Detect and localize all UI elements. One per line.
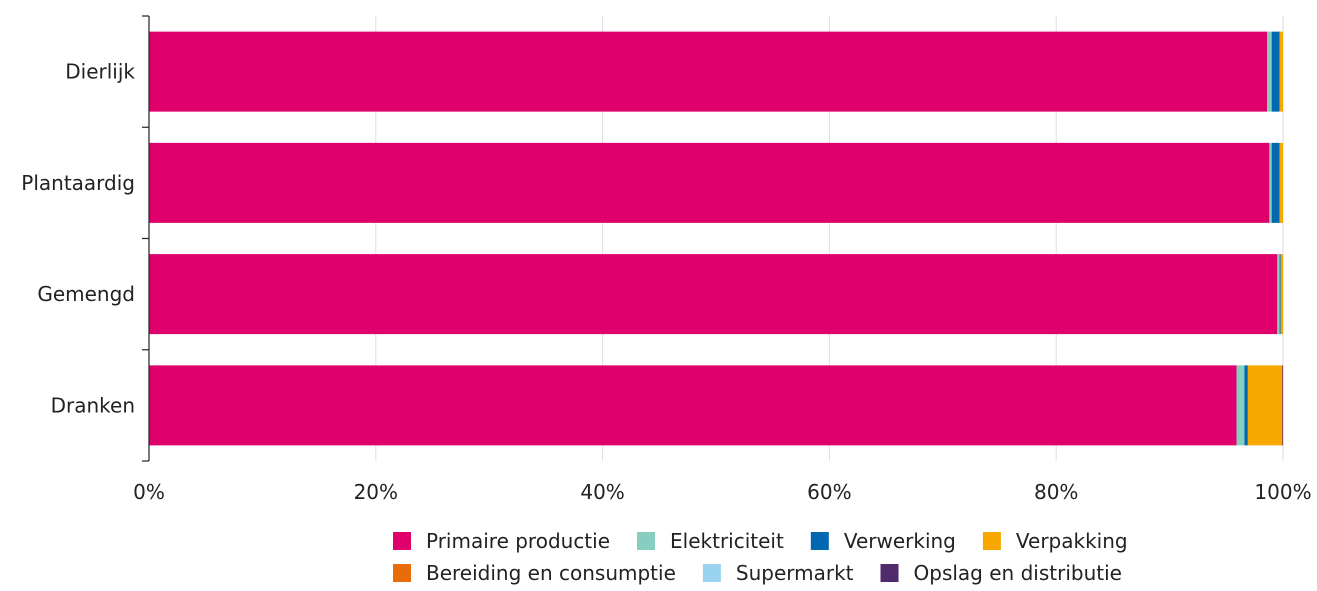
legend-label: Verwerking <box>844 529 956 553</box>
legend-swatch <box>637 532 656 550</box>
legend-label: Opslag en distributie <box>914 561 1122 585</box>
x-tick-label: 60% <box>807 480 851 504</box>
x-tick-label: 0% <box>133 480 165 504</box>
category-label: Dierlijk <box>65 60 135 84</box>
category-label: Dranken <box>51 393 135 417</box>
bar-segment <box>1280 254 1283 335</box>
legend-item: Opslag en distributie <box>880 561 1122 585</box>
legend-item: Verpakking <box>982 529 1128 553</box>
legend-item: Verwerking <box>810 529 956 553</box>
bar-segment <box>1279 142 1283 223</box>
legend-label: Verpakking <box>1016 529 1128 553</box>
x-tick-labels: 0% 20% 40% 60% 80% 100% <box>133 480 1311 504</box>
bar-segment <box>1277 254 1280 335</box>
legend-label: Primaire productie <box>426 529 610 553</box>
bar-segment <box>1269 142 1272 223</box>
x-tick-label: 20% <box>354 480 398 504</box>
legend: Primaire productie Elektriciteit Verwerkin… <box>393 529 1128 585</box>
axes <box>142 15 150 462</box>
bar-segment <box>1271 142 1280 223</box>
bar-segment <box>1267 31 1272 112</box>
x-tick-label: 40% <box>580 480 624 504</box>
bar-segment <box>1282 365 1284 446</box>
bar-segment <box>1281 365 1283 446</box>
x-tick-label: 80% <box>1034 480 1078 504</box>
bar-segment <box>1236 365 1245 446</box>
bar-segment <box>149 254 1278 335</box>
legend-label: Elektriciteit <box>670 529 784 553</box>
legend-item: Supermarkt <box>702 561 854 585</box>
bar-segment <box>1279 254 1281 335</box>
bar-segment <box>149 31 1268 112</box>
legend-swatch <box>702 564 721 582</box>
legend-swatch <box>880 564 899 582</box>
bar-segment <box>149 365 1237 446</box>
legend-label: Supermarkt <box>736 561 854 585</box>
bar-segment <box>149 142 1270 223</box>
bars <box>149 31 1284 446</box>
legend-swatch <box>810 532 829 550</box>
bar-segment <box>1247 365 1282 446</box>
legend-label: Bereiding en consumptie <box>426 561 676 585</box>
legend-item: Primaire productie <box>393 529 610 553</box>
legend-swatch <box>393 532 411 550</box>
legend-swatch <box>982 532 1001 550</box>
bar-segment <box>1244 365 1248 446</box>
legend-item: Elektriciteit <box>637 529 784 553</box>
bar-segment <box>1279 31 1283 112</box>
bar-segment <box>1271 31 1280 112</box>
category-labels: Dierlijk Plantaardig Gemengd Dranken <box>21 60 135 418</box>
x-tick-label: 100% <box>1254 480 1311 504</box>
legend-item: Bereiding en consumptie <box>393 561 676 585</box>
legend-swatch <box>393 564 411 582</box>
category-label: Gemengd <box>37 282 135 306</box>
category-label: Plantaardig <box>21 171 135 195</box>
